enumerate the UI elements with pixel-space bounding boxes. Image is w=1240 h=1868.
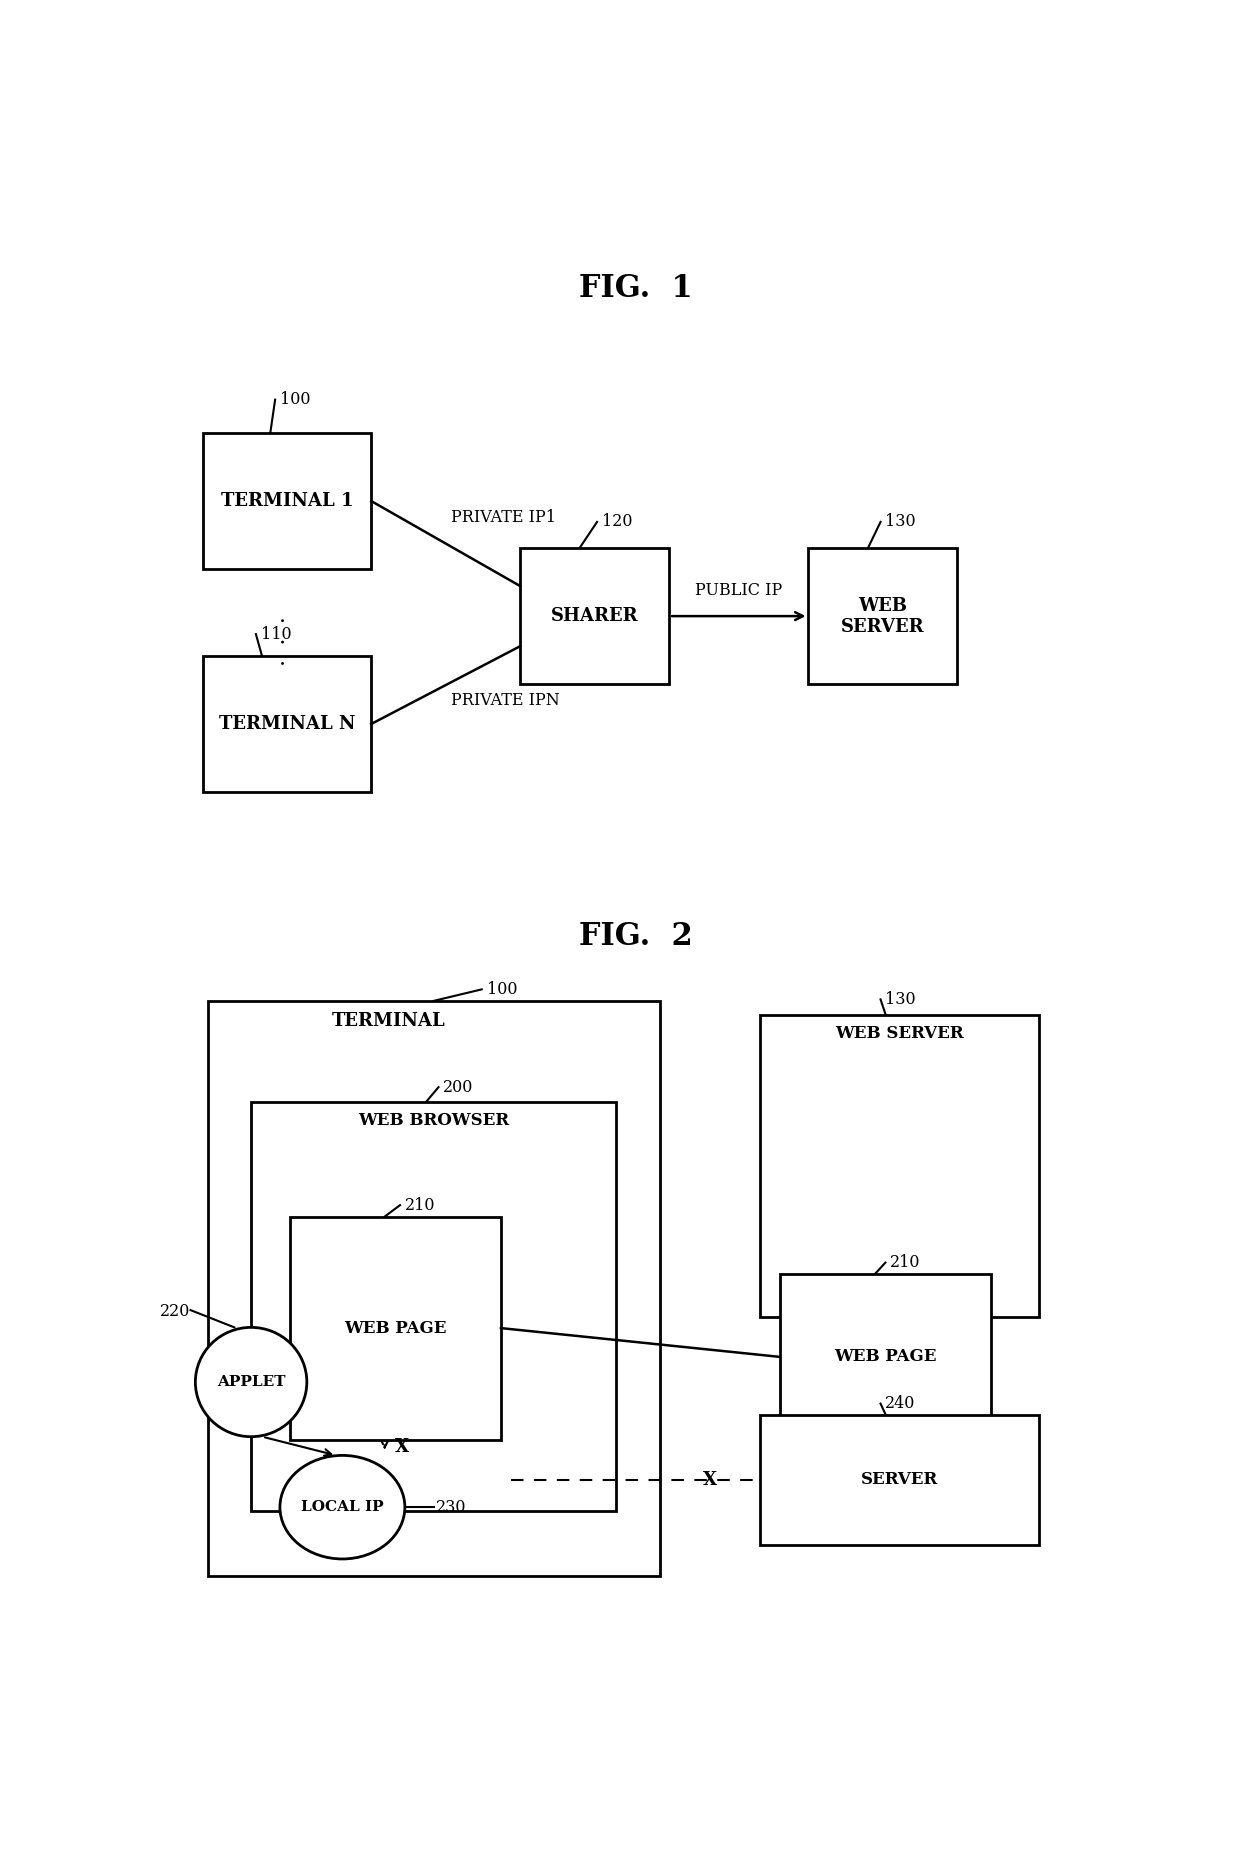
Text: TERMINAL 1: TERMINAL 1 (221, 491, 353, 510)
Text: 240: 240 (885, 1395, 915, 1412)
Text: PRIVATE IPN: PRIVATE IPN (450, 693, 559, 710)
Bar (208, 1001, 660, 1577)
Text: WEB SERVER: WEB SERVER (836, 1026, 963, 1042)
Text: TERMINAL: TERMINAL (331, 1012, 445, 1031)
Text: PUBLIC IP: PUBLIC IP (696, 581, 782, 600)
Bar (290, 1216, 501, 1440)
Bar (203, 656, 371, 792)
Text: 100: 100 (280, 390, 310, 407)
Text: X: X (394, 1438, 409, 1457)
Bar (808, 547, 957, 684)
Text: WEB PAGE: WEB PAGE (343, 1319, 446, 1337)
Text: X: X (703, 1470, 717, 1489)
Text: ·  ·  ·: · · · (274, 616, 295, 667)
Text: 120: 120 (601, 514, 632, 531)
Text: SHARER: SHARER (551, 607, 639, 626)
Text: 130: 130 (885, 990, 916, 1009)
Bar (760, 1016, 1039, 1317)
Text: 230: 230 (435, 1498, 466, 1515)
Bar (760, 1416, 1039, 1545)
Bar (780, 1274, 991, 1440)
Text: LOCAL IP: LOCAL IP (301, 1500, 383, 1515)
Text: WEB BROWSER: WEB BROWSER (358, 1111, 510, 1128)
Text: 220: 220 (160, 1304, 191, 1321)
Text: 100: 100 (486, 981, 517, 998)
Bar (250, 1102, 616, 1511)
Bar (203, 433, 371, 570)
Text: 200: 200 (444, 1078, 474, 1097)
Text: 210: 210 (890, 1253, 920, 1270)
Text: 130: 130 (885, 514, 916, 531)
Text: 210: 210 (404, 1197, 435, 1214)
Text: PRIVATE IP1: PRIVATE IP1 (450, 510, 556, 527)
Ellipse shape (196, 1328, 306, 1436)
Text: WEB
SERVER: WEB SERVER (841, 596, 925, 635)
Text: 110: 110 (260, 626, 291, 643)
Text: SERVER: SERVER (861, 1472, 939, 1489)
Text: FIG.  1: FIG. 1 (579, 273, 692, 304)
Bar (521, 547, 670, 684)
Text: APPLET: APPLET (217, 1375, 285, 1390)
Text: FIG.  2: FIG. 2 (579, 921, 692, 951)
Text: WEB PAGE: WEB PAGE (835, 1349, 936, 1366)
Text: TERMINAL N: TERMINAL N (219, 715, 356, 732)
Ellipse shape (280, 1455, 404, 1560)
